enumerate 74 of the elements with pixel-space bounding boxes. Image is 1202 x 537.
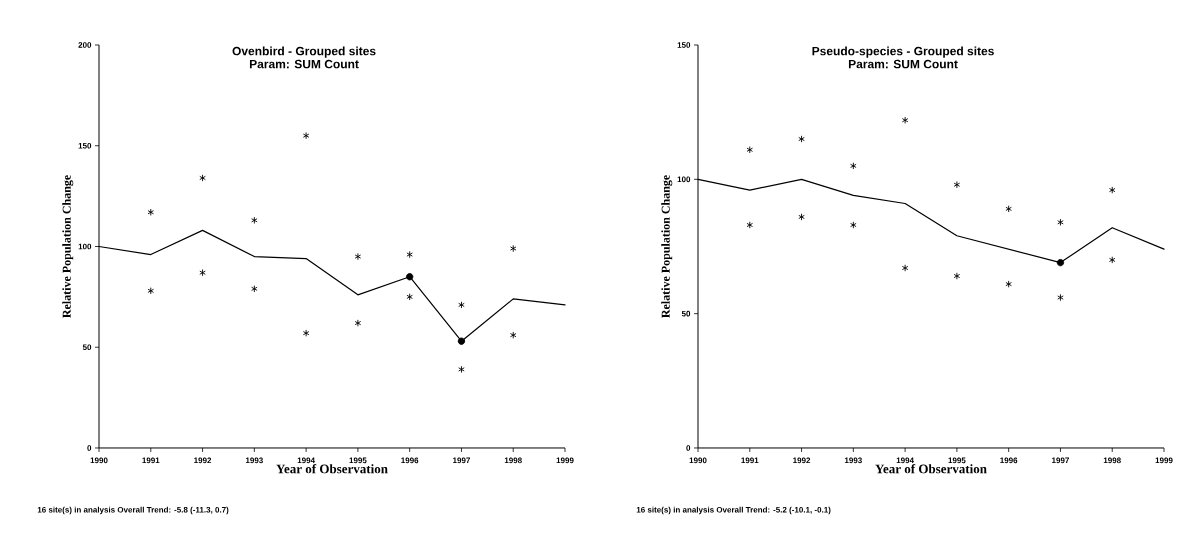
point — [251, 216, 258, 224]
point — [457, 337, 466, 345]
point — [354, 319, 362, 327]
x-tick-label: 1996 — [1000, 457, 1018, 464]
point — [798, 135, 805, 143]
text: Param: SUM Count — [249, 59, 359, 69]
y-axis-title: Relative Population Change — [661, 175, 673, 318]
point — [251, 285, 258, 293]
x-tick-label: 1997 — [1052, 457, 1069, 464]
point — [1057, 218, 1064, 226]
point — [199, 174, 206, 182]
x-tick-label: 1994 — [297, 457, 315, 464]
chart-title: Ovenbird - Grouped sites — [232, 46, 376, 58]
point — [1057, 293, 1064, 302]
point — [746, 146, 753, 154]
text: 16 site(s) in analysis Overall Trend: -5.8 (-11.3, 0.7) — [37, 506, 229, 515]
x-tick-label: 1998 — [504, 457, 522, 464]
x-tick-label: 1993 — [245, 457, 263, 464]
point — [798, 213, 805, 221]
point — [850, 221, 857, 229]
y-tick-label: 0 — [686, 445, 691, 451]
point — [901, 116, 909, 124]
x-tick-label: 1996 — [401, 457, 419, 464]
y-tick-label: 50 — [681, 310, 691, 317]
point — [510, 331, 517, 339]
point — [1005, 205, 1012, 213]
x-tick-label: 1993 — [844, 457, 862, 464]
x-tick-label: 1990 — [689, 457, 707, 464]
point — [901, 264, 909, 272]
x-axis-title: Year of Observation — [875, 464, 987, 474]
x-axis-title: Year of Observation — [276, 464, 388, 474]
x-tick-label: 1990 — [90, 457, 108, 464]
x-tick-label: 1997 — [453, 457, 470, 464]
y-tick-label: 50 — [82, 344, 92, 351]
point — [1005, 280, 1012, 288]
text: Param: SUM Count — [848, 59, 958, 69]
point — [1056, 258, 1065, 267]
point — [746, 221, 753, 229]
point — [850, 162, 857, 170]
point — [458, 301, 465, 309]
point — [406, 250, 413, 259]
x-tick-label: 1998 — [1103, 457, 1121, 464]
point — [302, 329, 310, 337]
y-axis-title: Relative Population Change — [62, 175, 74, 318]
x-tick-label: 1995 — [349, 457, 367, 464]
y-tick-label: 0 — [87, 445, 92, 451]
x-tick-label: 1991 — [741, 457, 759, 464]
y-tick-label: 100 — [677, 176, 691, 183]
point — [147, 208, 155, 216]
point — [199, 269, 206, 277]
point — [953, 181, 961, 189]
x-tick-label: 1994 — [896, 457, 914, 464]
point — [458, 365, 465, 374]
chart-title: Pseudo-species - Grouped sites — [812, 46, 994, 58]
x-tick-label: 1992 — [194, 457, 212, 464]
text: 16 site(s) in analysis Overall Trend: -5.2 (-10.1, -0.1) — [636, 506, 831, 515]
y-tick-label: 150 — [677, 42, 691, 48]
point — [953, 272, 961, 280]
point — [406, 273, 414, 281]
point — [1109, 256, 1116, 264]
x-tick-label: 1995 — [948, 457, 966, 464]
x-tick-label: 1999 — [556, 457, 574, 464]
point — [354, 252, 362, 261]
x-tick-label: 1991 — [142, 457, 160, 464]
y-tick-label: 200 — [78, 42, 92, 48]
point — [510, 244, 517, 253]
point — [406, 293, 413, 301]
x-tick-label: 1992 — [793, 457, 811, 464]
point — [302, 132, 310, 140]
point — [147, 287, 155, 295]
y-tick-label: 100 — [78, 243, 92, 250]
x-tick-label: 1999 — [1155, 457, 1173, 464]
y-tick-label: 150 — [78, 142, 92, 149]
point — [1109, 186, 1116, 194]
